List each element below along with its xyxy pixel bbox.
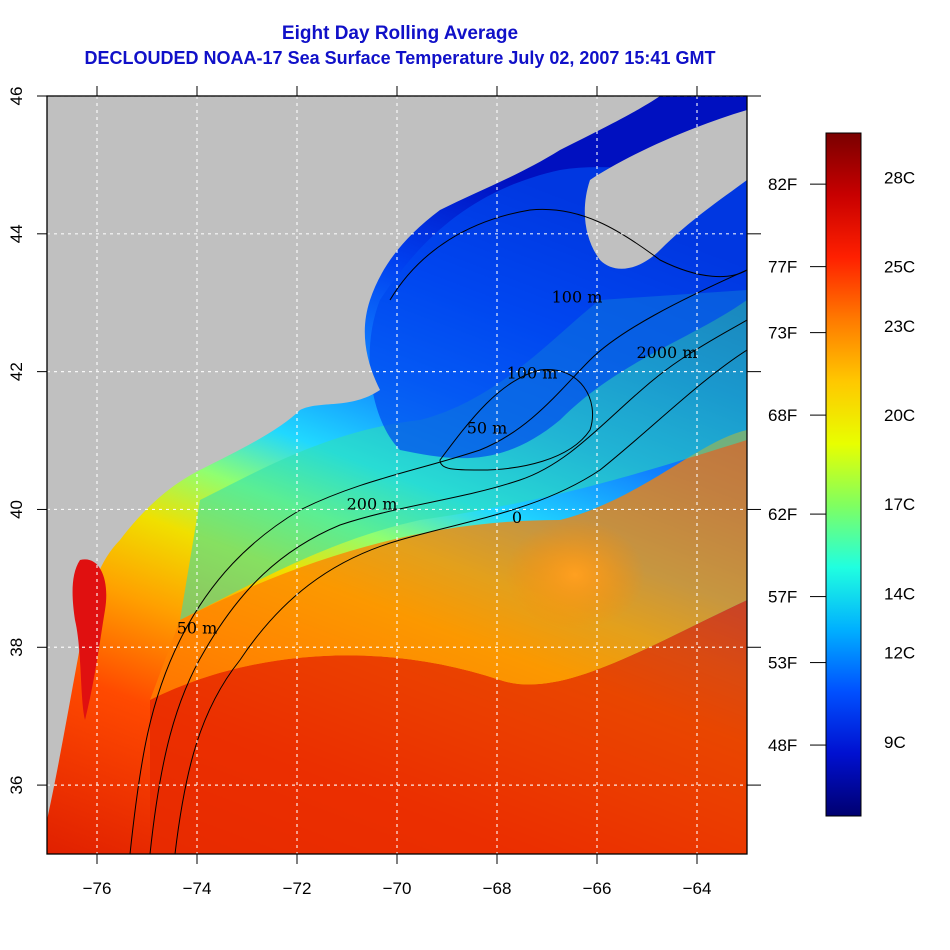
warm-core-eddy bbox=[505, 520, 645, 630]
title-block: Eight Day Rolling Average DECLOUDED NOAA… bbox=[0, 22, 800, 70]
colorbar-c-label-6: 12C bbox=[884, 644, 915, 663]
y-tick-label-0: 36 bbox=[7, 776, 26, 795]
x-tick-label-6: −64 bbox=[683, 879, 712, 898]
colorbar-f-label-6: 53F bbox=[768, 654, 797, 673]
colorbar-c-label-7: 9C bbox=[884, 733, 906, 752]
contour-label-3: 2000 m bbox=[637, 343, 698, 362]
x-tick-label-5: −66 bbox=[583, 879, 612, 898]
contour-label-4: 100 m bbox=[507, 364, 558, 383]
colorbar-f-label-0: 82F bbox=[768, 175, 797, 194]
title-line2: DECLOUDED NOAA-17 Sea Surface Temperatur… bbox=[84, 48, 716, 68]
colorbar-c-label-1: 25C bbox=[884, 258, 915, 277]
colorbar-f-label-7: 48F bbox=[768, 736, 797, 755]
y-tick-label-3: 42 bbox=[7, 362, 26, 381]
colorbar-f-label-3: 68F bbox=[768, 406, 797, 425]
land-mainland bbox=[47, 96, 660, 820]
colorbar-celsius-labels: 28C 25C 23C 20C 17C 14C 12C 9C bbox=[884, 169, 915, 752]
colorbar-fahrenheit-labels: 82F 77F 73F 68F 62F 57F 53F 48F bbox=[768, 175, 826, 755]
x-tick-label-1: −74 bbox=[183, 879, 212, 898]
contour-label-2: 100 m bbox=[552, 288, 603, 307]
y-tick-label-1: 38 bbox=[7, 638, 26, 657]
contour-2000m bbox=[174, 349, 747, 854]
colorbar-c-label-4: 17C bbox=[884, 495, 915, 514]
colorbar-c-label-3: 20C bbox=[884, 406, 915, 425]
contour-50m bbox=[129, 269, 747, 854]
colorbar-f-label-5: 57F bbox=[768, 588, 797, 607]
gulf-stream-band bbox=[150, 600, 747, 854]
contour-label-5: 50 m bbox=[467, 419, 508, 438]
warm-slope-water bbox=[150, 430, 747, 700]
colorbar-f-label-4: 62F bbox=[768, 505, 797, 524]
contour-label-0: 50 m bbox=[177, 618, 218, 637]
colorbar-c-label-0: 28C bbox=[884, 169, 915, 188]
x-tick-label-3: −70 bbox=[383, 879, 412, 898]
colorbar: 28C 25C 23C 20C 17C 14C 12C 9C 82F 77F 73F 68F 62F 5… bbox=[768, 132, 915, 817]
contour-label-1: 200 m bbox=[347, 494, 398, 513]
colorbar-f-label-1: 77F bbox=[768, 258, 797, 277]
x-tick-label-2: −72 bbox=[283, 879, 312, 898]
map-panel: 50 m 200 m 100 m 2000 m 100 m 50 m 0 bbox=[47, 96, 747, 854]
contour-labels: 50 m 200 m 100 m 2000 m 100 m 50 m 0 bbox=[177, 288, 698, 638]
colorbar-gradient bbox=[825, 132, 862, 817]
y-axis: 36 38 40 42 44 46 bbox=[7, 87, 761, 795]
land-nova-scotia bbox=[584, 110, 747, 269]
y-tick-label-2: 40 bbox=[7, 500, 26, 519]
x-axis: −76 −74 −72 −70 −68 −66 −64 bbox=[83, 86, 712, 898]
y-tick-label-4: 44 bbox=[7, 224, 26, 243]
chesapeake-water bbox=[72, 559, 107, 720]
contour-label-6: 0 bbox=[512, 508, 522, 527]
colorbar-c-label-2: 23C bbox=[884, 317, 915, 336]
y-tick-label-5: 46 bbox=[7, 87, 26, 106]
x-tick-label-4: −68 bbox=[483, 879, 512, 898]
colorbar-c-label-5: 14C bbox=[884, 584, 915, 603]
contour-georges-bank bbox=[439, 369, 594, 471]
colorbar-f-label-2: 73F bbox=[768, 324, 797, 343]
title-line1: Eight Day Rolling Average bbox=[281, 23, 519, 44]
x-tick-label-0: −76 bbox=[83, 879, 112, 898]
grid-lines bbox=[47, 96, 747, 854]
contour-gulf-maine bbox=[389, 208, 747, 301]
